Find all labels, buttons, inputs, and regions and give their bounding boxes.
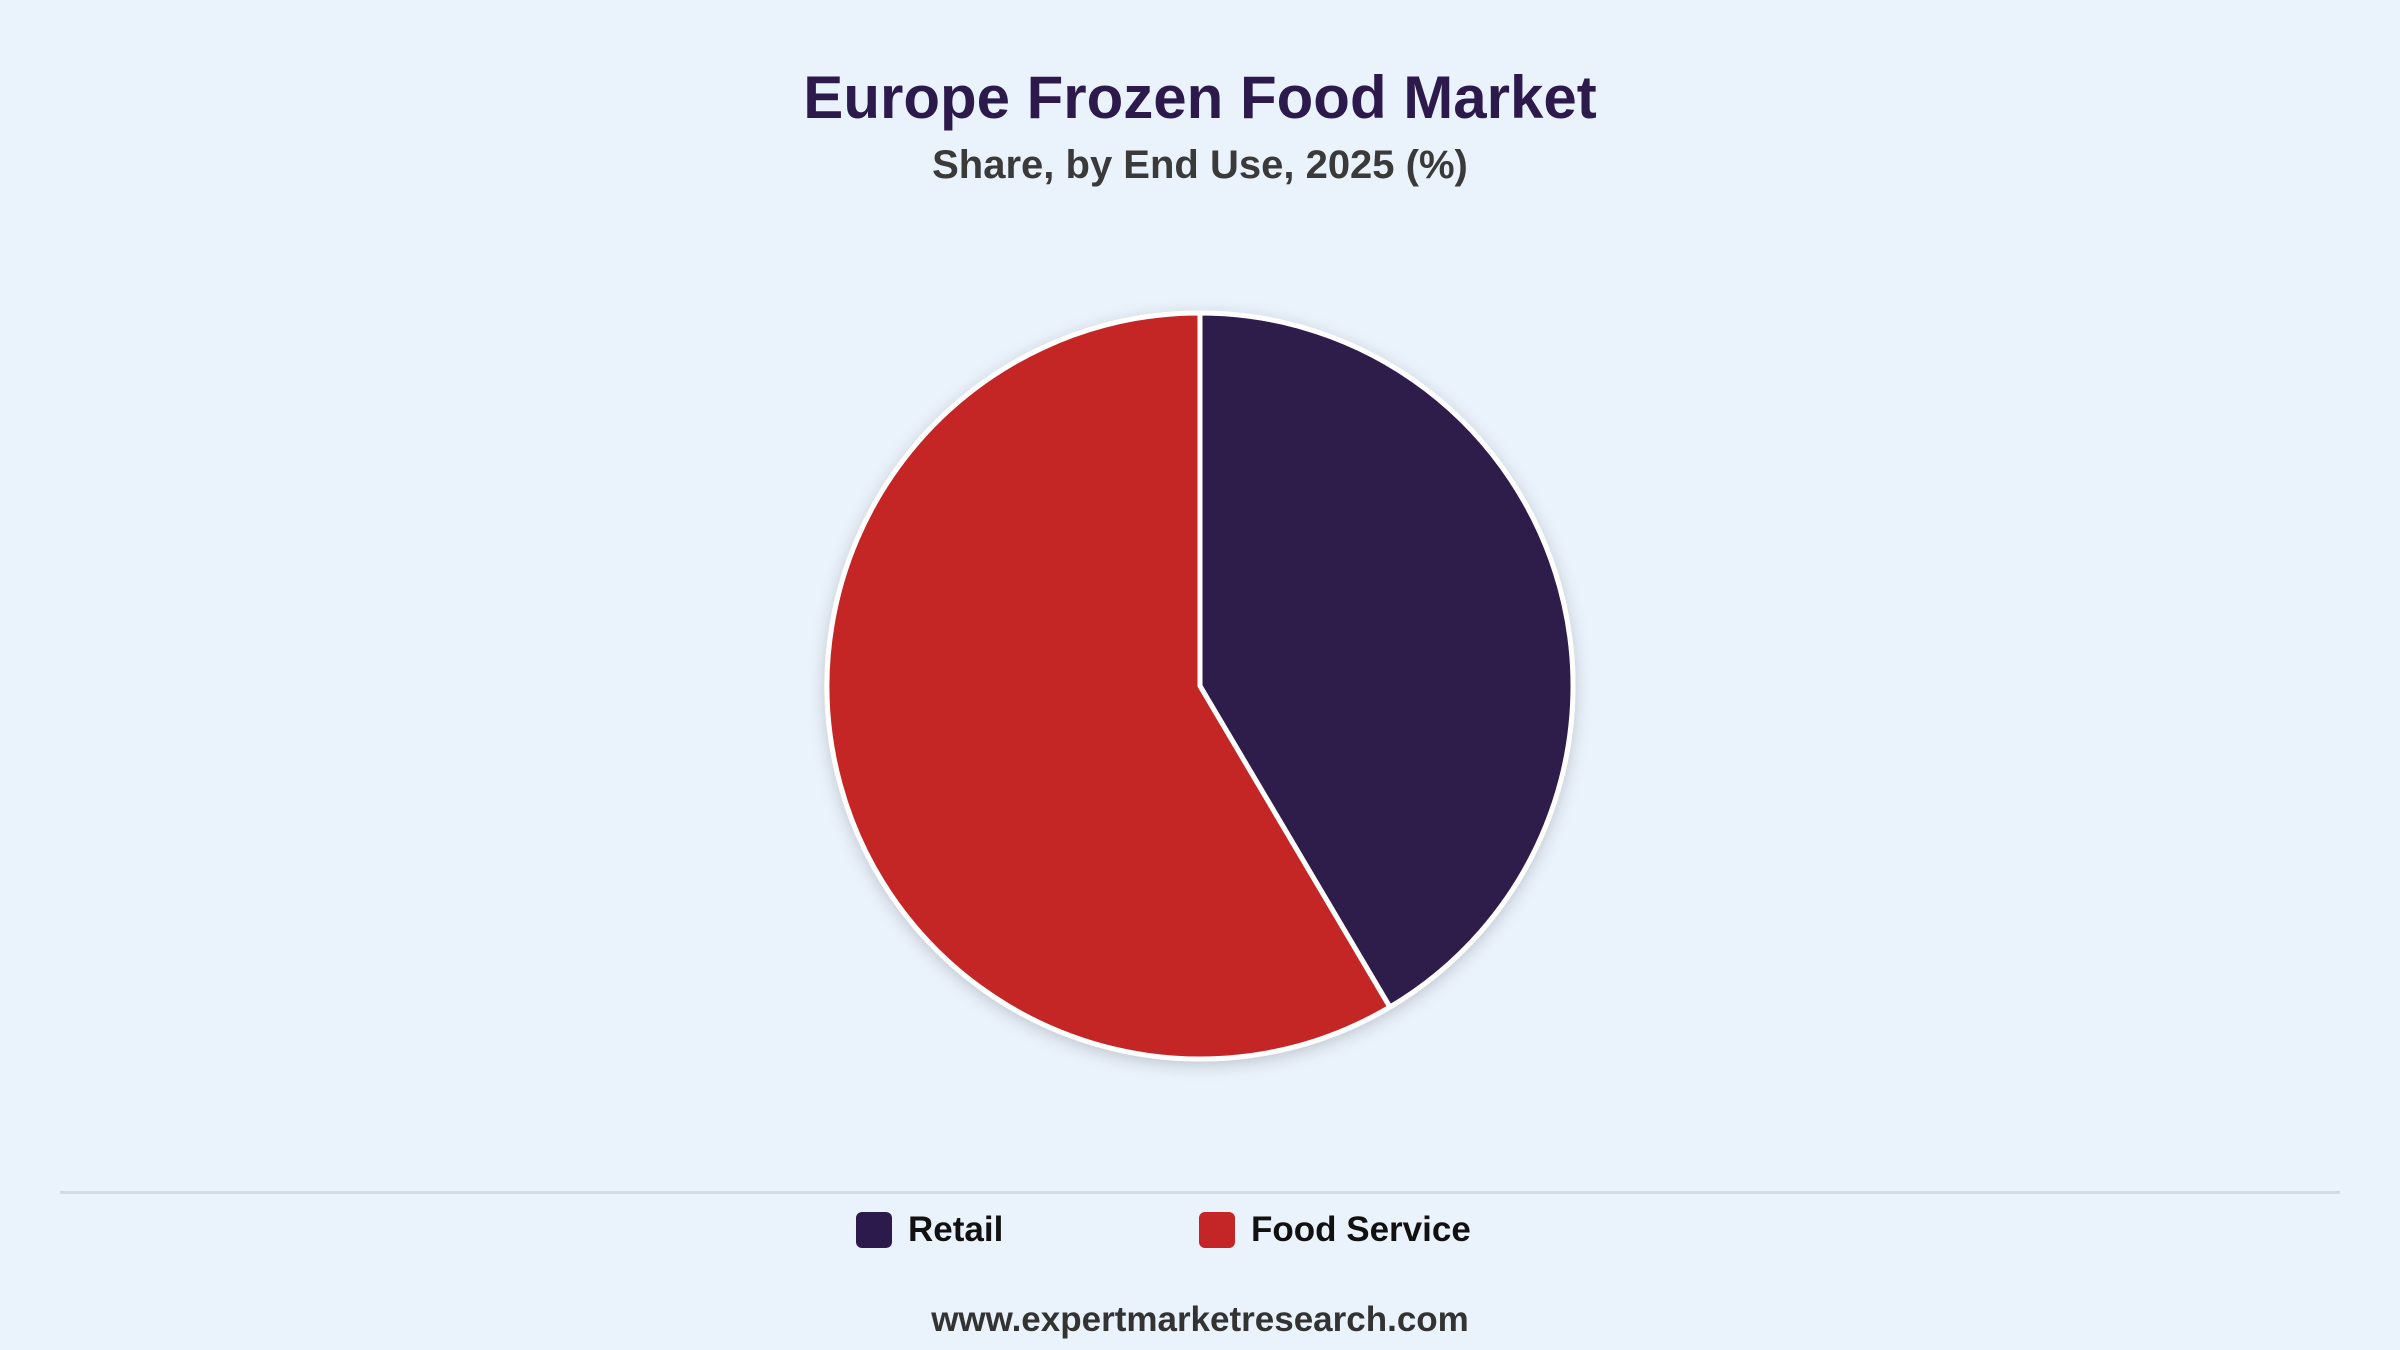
legend: Retail Food Service (0, 1205, 2400, 1255)
chart-subtitle: Share, by End Use, 2025 (%) (932, 143, 1468, 187)
source-url: www.expertmarketresearch.com (931, 1300, 1469, 1339)
legend-swatch-retail (856, 1212, 892, 1248)
legend-label-retail: Retail (908, 1210, 1004, 1249)
legend-item-food-service[interactable]: Food Service (1199, 1205, 1471, 1255)
legend-swatch-food-service (1199, 1212, 1235, 1248)
legend-item-retail[interactable]: Retail (856, 1205, 1003, 1255)
pie-slice-retail[interactable] (1197, 310, 1576, 1010)
legend-divider (60, 1191, 2340, 1194)
pie-slice-food-service[interactable] (824, 310, 1393, 1062)
legend-label-food-service: Food Service (1251, 1210, 1471, 1249)
chart-title: Europe Frozen Food Market (803, 64, 1597, 131)
